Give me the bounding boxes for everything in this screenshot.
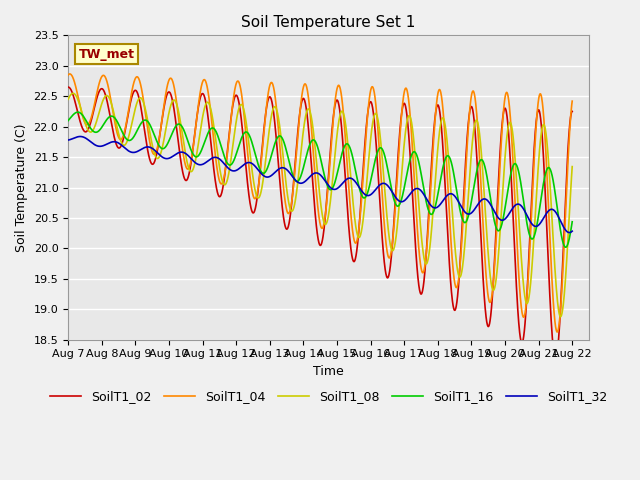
SoilT1_04: [64, 72, 72, 78]
SoilT1_08: [205, 101, 212, 107]
SoilT1_02: [64, 84, 72, 90]
SoilT1_02: [346, 229, 353, 235]
SoilT1_16: [538, 191, 546, 196]
SoilT1_16: [467, 204, 474, 210]
SoilT1_04: [335, 83, 342, 88]
SoilT1_32: [524, 214, 532, 220]
SoilT1_08: [346, 159, 353, 165]
SoilT1_04: [568, 98, 576, 104]
SoilT1_32: [467, 211, 474, 216]
SoilT1_08: [568, 164, 576, 169]
SoilT1_32: [538, 218, 546, 224]
SoilT1_04: [538, 96, 546, 102]
SoilT1_04: [66, 71, 74, 77]
SoilT1_04: [205, 95, 212, 100]
SoilT1_16: [346, 144, 353, 150]
SoilT1_32: [205, 157, 212, 163]
Line: SoilT1_02: SoilT1_02: [68, 87, 572, 359]
Line: SoilT1_08: SoilT1_08: [68, 93, 572, 317]
SoilT1_16: [205, 129, 212, 134]
SoilT1_08: [335, 120, 342, 126]
SoilT1_02: [335, 99, 342, 105]
SoilT1_32: [568, 228, 576, 234]
Line: SoilT1_32: SoilT1_32: [68, 136, 572, 233]
SoilT1_08: [69, 90, 77, 96]
SoilT1_02: [205, 120, 212, 125]
SoilT1_04: [524, 281, 532, 287]
SoilT1_08: [467, 163, 474, 168]
SoilT1_16: [562, 244, 570, 250]
SoilT1_16: [74, 109, 81, 115]
Line: SoilT1_16: SoilT1_16: [68, 112, 572, 247]
SoilT1_04: [554, 329, 561, 335]
Y-axis label: Soil Temperature (C): Soil Temperature (C): [15, 123, 28, 252]
SoilT1_08: [538, 127, 546, 132]
Line: SoilT1_04: SoilT1_04: [68, 74, 572, 332]
SoilT1_16: [335, 165, 342, 171]
SoilT1_08: [64, 96, 72, 102]
SoilT1_04: [467, 100, 474, 106]
X-axis label: Time: Time: [313, 365, 344, 378]
SoilT1_32: [566, 230, 573, 236]
SoilT1_16: [524, 225, 532, 231]
SoilT1_04: [346, 194, 353, 200]
SoilT1_16: [568, 219, 576, 225]
SoilT1_02: [552, 356, 559, 362]
SoilT1_08: [557, 314, 564, 320]
SoilT1_32: [335, 185, 342, 191]
SoilT1_02: [568, 108, 576, 114]
SoilT1_32: [76, 133, 84, 139]
Title: Soil Temperature Set 1: Soil Temperature Set 1: [241, 15, 416, 30]
SoilT1_32: [64, 137, 72, 143]
Legend: SoilT1_02, SoilT1_04, SoilT1_08, SoilT1_16, SoilT1_32: SoilT1_02, SoilT1_04, SoilT1_08, SoilT1_…: [45, 385, 612, 408]
SoilT1_32: [346, 175, 353, 181]
SoilT1_02: [538, 126, 545, 132]
SoilT1_02: [467, 107, 474, 112]
Text: TW_met: TW_met: [79, 48, 134, 60]
SoilT1_08: [524, 300, 532, 305]
SoilT1_16: [64, 118, 72, 123]
SoilT1_02: [524, 279, 531, 285]
